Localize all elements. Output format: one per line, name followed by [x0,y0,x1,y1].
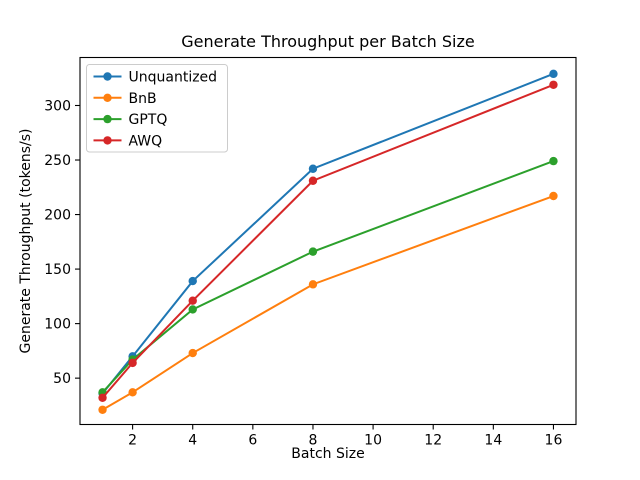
data-point-gptq [549,156,558,166]
data-point-bnb [98,405,107,414]
plot-area: 2 4 6 8 10 12 14 16 50 100 150 200 250 300 [44,56,577,449]
x-tick-label: 10 [364,433,382,449]
legend-label: GPTQ [129,112,168,128]
data-point-awq [188,296,197,305]
legend-item-bnb: BnB [93,91,157,107]
chart-title: Generate Throughput per Batch Size [181,32,474,51]
legend-label: AWQ [129,133,163,149]
x-tick-label: 2 [128,433,137,449]
data-point-gptq [188,305,197,314]
x-tick-label: 4 [188,433,197,449]
legend-label: BnB [129,91,157,107]
y-tick-label: 150 [44,262,71,278]
data-point-bnb [549,191,558,201]
x-tick-label: 6 [248,433,257,449]
legend-item-unquantized: Unquantized [93,70,218,86]
y-tick-label: 100 [44,317,71,333]
y-axis-label: Generate Throughput (tokens/s) [18,129,34,354]
data-point-bnb [188,348,197,358]
x-axis-label: Batch Size [291,446,364,462]
legend-item-gptq: GPTQ [93,112,168,128]
data-point-awq [98,393,107,402]
series-line-bnb [102,195,554,411]
legend-swatch-marker [103,114,112,124]
data-point-gptq [308,247,318,256]
y-tick-label: 250 [44,153,71,169]
y-tick-label: 300 [44,98,71,114]
data-point-bnb [128,388,137,397]
legend-swatch-marker [103,93,112,103]
series-line-gptq [101,160,554,394]
legend-frame [86,64,228,153]
legend-swatch-marker [103,136,112,145]
x-tick-label: 8 [309,433,318,449]
legend-item-awq: AWQ [93,133,163,149]
data-point-awq [549,80,558,89]
x-tick-label: 12 [424,433,442,449]
x-tick-label: 16 [545,433,563,449]
legend: Unquantized BnB GPTQ AWQ [86,64,228,153]
legend-label: Unquantized [129,70,218,86]
y-tick-label: 50 [53,371,71,387]
data-point-bnb [308,280,318,289]
axes-frame [79,56,577,426]
data-point-unquantized [549,69,558,79]
legend-swatch-marker [103,72,112,81]
y-tick-label: 200 [44,208,71,224]
data-point-awq [308,176,318,185]
x-tick-label: 14 [484,433,502,449]
data-point-unquantized [188,276,197,286]
data-point-awq [128,358,137,368]
data-point-unquantized [308,164,318,173]
